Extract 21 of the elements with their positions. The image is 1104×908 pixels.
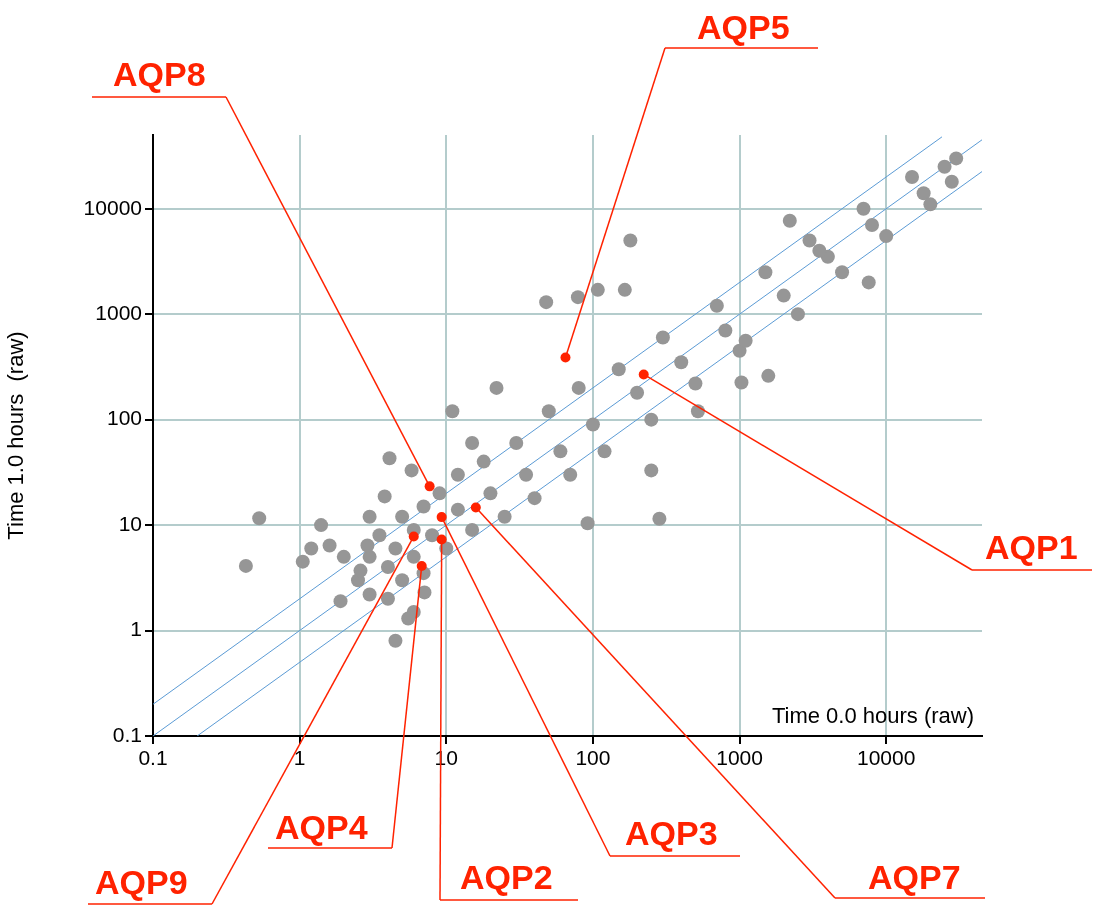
- y-tick-label: 10: [118, 511, 142, 535]
- y-tick-label: 0.1: [112, 722, 142, 746]
- x-tick-label: 1: [293, 746, 306, 770]
- x-axis-title: Time 0.0 hours (raw): [771, 703, 974, 729]
- annotation: AQP7: [868, 858, 961, 897]
- x-tick-label: 0.1: [138, 746, 168, 770]
- annotation: AQP4: [275, 808, 368, 847]
- annotation: AQP2: [460, 858, 553, 897]
- annotation: AQP5: [697, 8, 790, 47]
- y-tick-label: 10000: [83, 195, 142, 219]
- annotation: AQP8: [113, 55, 206, 94]
- x-tick-label: 100: [575, 746, 611, 770]
- y-tick-label: 100: [106, 406, 142, 430]
- y-axis-title: Time 1.0 hours (raw): [3, 331, 29, 540]
- y-tick-label: 1: [130, 617, 142, 641]
- y-tick-label: 1000: [95, 300, 142, 324]
- x-tick-label: 10000: [857, 746, 916, 770]
- annotation: AQP3: [625, 814, 718, 853]
- annotation: AQP9: [95, 863, 188, 902]
- x-tick-label: 1000: [716, 746, 763, 770]
- annotation: AQP1: [985, 528, 1078, 567]
